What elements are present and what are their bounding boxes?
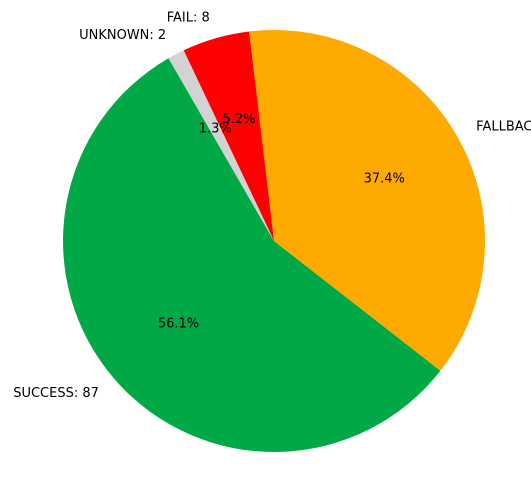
pie-percent-label-unknown: 1.3%: [199, 121, 232, 136]
slices-layer: [63, 30, 485, 452]
pie-percent-label-success: 56.1%: [158, 317, 199, 332]
pie-percent-label-fallback: 37.4%: [364, 171, 405, 186]
pie-outer-label-success: SUCCESS: 87: [13, 386, 99, 401]
pie-outer-label-fail: FAIL: 8: [167, 10, 210, 25]
pie-outer-label-unknown: UNKNOWN: 2: [79, 28, 166, 43]
pie-outer-label-fallback: FALLBACK: 58: [476, 119, 531, 134]
